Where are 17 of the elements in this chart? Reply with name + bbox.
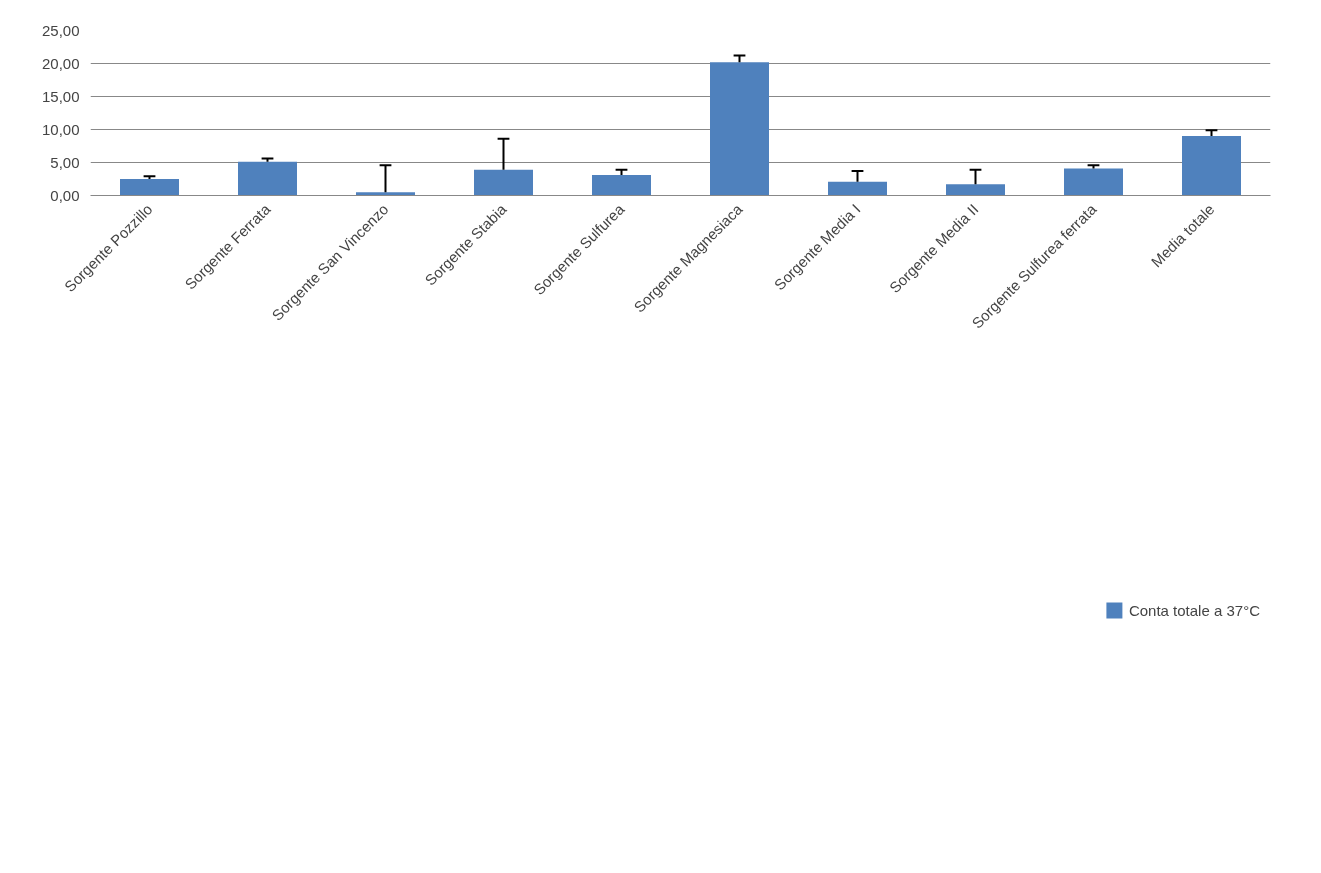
legend-label: Conta totale a 37°C bbox=[1128, 601, 1260, 619]
bar bbox=[1182, 136, 1241, 196]
y-tick-label: 15,00 bbox=[41, 87, 80, 105]
bar bbox=[946, 184, 1005, 196]
y-tick-label: 0,00 bbox=[50, 186, 80, 204]
bar bbox=[356, 192, 415, 196]
y-tick-label: 5,00 bbox=[50, 153, 80, 171]
y-tick-label: 25,00 bbox=[41, 21, 80, 39]
bar bbox=[238, 161, 297, 196]
bar bbox=[710, 62, 769, 196]
bar bbox=[592, 175, 651, 196]
y-tick-label: 20,00 bbox=[41, 54, 80, 72]
bar bbox=[1064, 168, 1123, 196]
bar bbox=[474, 169, 533, 196]
bar bbox=[828, 181, 887, 196]
y-tick-label: 10,00 bbox=[41, 120, 80, 138]
bar bbox=[120, 179, 179, 196]
